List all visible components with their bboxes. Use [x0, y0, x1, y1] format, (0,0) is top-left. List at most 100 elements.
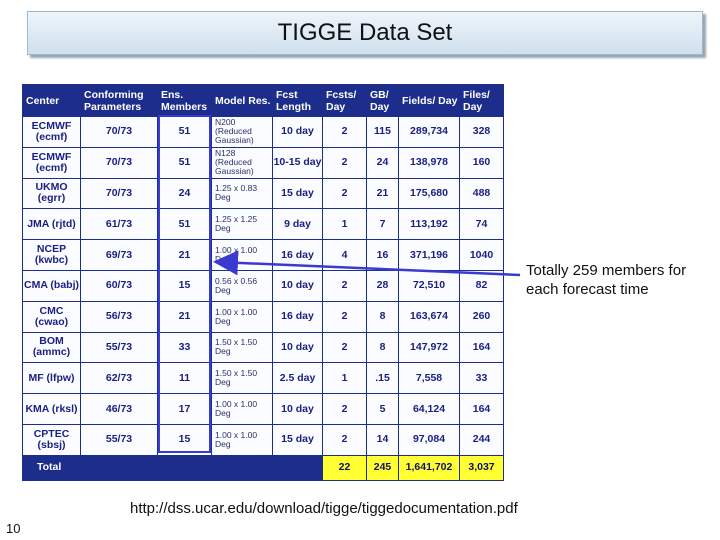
- cell-fcsts: 2: [322, 393, 367, 425]
- total-gb: 245: [366, 454, 399, 481]
- cell-fields: 371,196: [398, 239, 460, 271]
- cell-fields: 138,978: [398, 146, 460, 179]
- col-header-params: Conforming Parameters: [80, 84, 158, 117]
- cell-center: ECMWF (ecmf): [22, 116, 81, 148]
- cell-fields: 113,192: [398, 208, 460, 241]
- table-row: UKMO (egrr) 70/73 24 1.25 x 0.83 Deg 15 day 2…: [22, 177, 504, 210]
- cell-res: 1.00 x 1.00 Deg: [211, 239, 273, 271]
- page-number: 10: [6, 521, 21, 536]
- tigge-data-table: Center Conforming Parameters Ens. Member…: [22, 84, 504, 481]
- cell-fields: 289,734: [398, 116, 460, 148]
- cell-fcsts: 2: [322, 423, 367, 456]
- table-row: NCEP (kwbc) 69/73 21 1.00 x 1.00 Deg 16 day 4…: [22, 239, 504, 271]
- table-row: JMA (rjtd) 61/73 51 1.25 x 1.25 Deg 9 day 1 7 1…: [22, 208, 504, 241]
- cell-members: 51: [157, 146, 212, 179]
- cell-res: 1.50 x 1.50 Deg: [211, 362, 273, 395]
- tigge-table-container: Center Conforming Parameters Ens. Member…: [22, 84, 504, 481]
- table-row: BOM (ammc) 55/73 33 1.50 x 1.50 Deg 10 day 2 8…: [22, 331, 504, 364]
- cell-members: 51: [157, 208, 212, 241]
- cell-files: 160: [459, 146, 504, 179]
- cell-center: CMC (cwao): [22, 300, 81, 333]
- cell-res: 1.00 x 1.00 Deg: [211, 423, 273, 456]
- cell-length: 2.5 day: [272, 362, 323, 395]
- cell-files: 488: [459, 177, 504, 210]
- cell-length: 10 day: [272, 116, 323, 148]
- cell-gb: 21: [366, 177, 399, 210]
- cell-files: 33: [459, 362, 504, 395]
- cell-res: 1.50 x 1.50 Deg: [211, 331, 273, 364]
- cell-res: 1.25 x 0.83 Deg: [211, 177, 273, 210]
- header-row: Center Conforming Parameters Ens. Member…: [22, 84, 504, 117]
- cell-res: N200 (Reduced Gaussian): [211, 116, 273, 148]
- cell-length: 10-15 day: [272, 146, 323, 179]
- cell-center: ECMWF (ecmf): [22, 146, 81, 179]
- cell-length: 10 day: [272, 393, 323, 425]
- cell-files: 244: [459, 423, 504, 456]
- cell-files: 260: [459, 300, 504, 333]
- table-row: ECMWF (ecmf) 70/73 51 N128 (Reduced Gaussia…: [22, 146, 504, 179]
- cell-params: 55/73: [80, 423, 158, 456]
- total-fcsts: 22: [322, 454, 367, 481]
- col-header-gb: GB/ Day: [366, 84, 399, 117]
- cell-fields: 7,558: [398, 362, 460, 395]
- members-note: Totally 259 members for each forecast ti…: [526, 262, 687, 298]
- cell-gb: 16: [366, 239, 399, 271]
- cell-members: 33: [157, 331, 212, 364]
- cell-params: 70/73: [80, 116, 158, 148]
- cell-fields: 64,124: [398, 393, 460, 425]
- cell-gb: 8: [366, 300, 399, 333]
- cell-res: 1.00 x 1.00 Deg: [211, 393, 273, 425]
- cell-members: 11: [157, 362, 212, 395]
- cell-members: 15: [157, 423, 212, 456]
- cell-center: CMA (babj): [22, 269, 81, 302]
- col-header-res: Model Res.: [211, 84, 273, 117]
- table-row: ECMWF (ecmf) 70/73 51 N200 (Reduced Gaussia…: [22, 116, 504, 148]
- table-row: CPTEC (sbsj) 55/73 15 1.00 x 1.00 Deg 15 day…: [22, 423, 504, 456]
- cell-center: JMA (rjtd): [22, 208, 81, 241]
- cell-params: 69/73: [80, 239, 158, 271]
- cell-fcsts: 1: [322, 208, 367, 241]
- cell-length: 15 day: [272, 423, 323, 456]
- col-header-files: Files/ Day: [459, 84, 504, 117]
- cell-gb: 14: [366, 423, 399, 456]
- cell-fcsts: 2: [322, 269, 367, 302]
- cell-res: 0.56 x 0.56 Deg: [211, 269, 273, 302]
- cell-fcsts: 2: [322, 146, 367, 179]
- cell-fcsts: 4: [322, 239, 367, 271]
- cell-fcsts: 1: [322, 362, 367, 395]
- cell-fields: 163,674: [398, 300, 460, 333]
- cell-members: 21: [157, 300, 212, 333]
- cell-res: 1.00 x 1.00 Deg: [211, 300, 273, 333]
- total-fields: 1,641,702: [398, 454, 460, 481]
- cell-members: 24: [157, 177, 212, 210]
- cell-gb: 7: [366, 208, 399, 241]
- total-files: 3,037: [459, 454, 504, 481]
- cell-length: 9 day: [272, 208, 323, 241]
- table-row: CMA (babj) 60/73 15 0.56 x 0.56 Deg 10 day 2 2…: [22, 269, 504, 302]
- documentation-link[interactable]: http://dss.ucar.edu/download/tigge/tigge…: [130, 500, 518, 517]
- cell-gb: 24: [366, 146, 399, 179]
- cell-files: 164: [459, 331, 504, 364]
- cell-gb: 28: [366, 269, 399, 302]
- cell-params: 61/73: [80, 208, 158, 241]
- cell-params: 55/73: [80, 331, 158, 364]
- cell-params: 56/73: [80, 300, 158, 333]
- table-row: CMC (cwao) 56/73 21 1.00 x 1.00 Deg 16 day 2 8…: [22, 300, 504, 333]
- cell-files: 1040: [459, 239, 504, 271]
- cell-gb: 115: [366, 116, 399, 148]
- table-row: MF (lfpw) 62/73 11 1.50 x 1.50 Deg 2.5 day 1.…: [22, 362, 504, 395]
- cell-fields: 97,084: [398, 423, 460, 456]
- cell-fields: 175,680: [398, 177, 460, 210]
- cell-files: 328: [459, 116, 504, 148]
- col-header-fcsts: Fcsts/ Day: [322, 84, 367, 117]
- table-body: ECMWF (ecmf) 70/73 51 N200 (Reduced Gaussia…: [22, 116, 504, 456]
- col-header-fields: Fields/ Day: [398, 84, 460, 117]
- cell-fcsts: 2: [322, 300, 367, 333]
- col-header-members: Ens. Members: [157, 84, 212, 117]
- cell-center: NCEP (kwbc): [22, 239, 81, 271]
- cell-fcsts: 2: [322, 116, 367, 148]
- cell-res: 1.25 x 1.25 Deg: [211, 208, 273, 241]
- cell-files: 164: [459, 393, 504, 425]
- cell-members: 51: [157, 116, 212, 148]
- col-header-length: Fcst Length: [272, 84, 323, 117]
